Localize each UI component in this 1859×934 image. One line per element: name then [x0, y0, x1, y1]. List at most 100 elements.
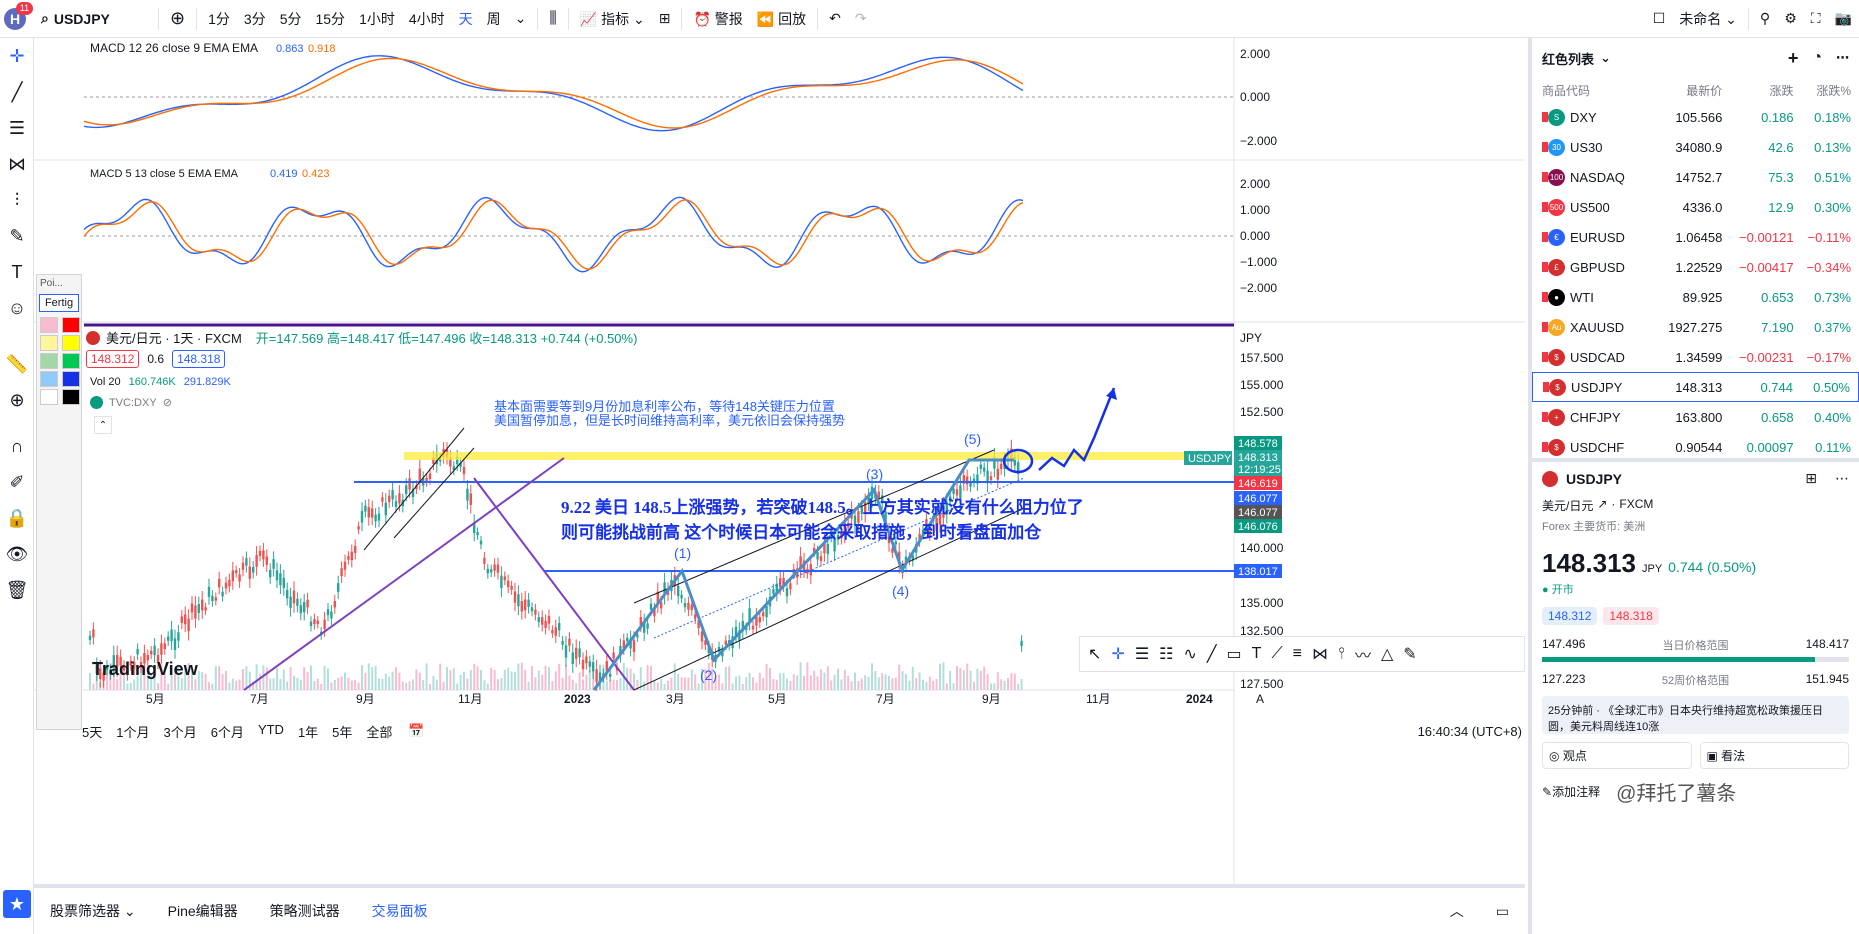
grid-icon[interactable]: ⊞ — [1805, 470, 1817, 486]
tab-trading-panel[interactable]: 交易面板 — [371, 903, 428, 919]
more-icon[interactable]: ⋯ — [1836, 50, 1849, 65]
settings-gear-icon[interactable]: ⚙ — [1784, 10, 1797, 26]
maximize-icon[interactable]: ▭ — [1495, 902, 1509, 919]
minimize-icon[interactable]: ︿ — [1449, 903, 1464, 919]
wave-icon[interactable]: 〰 — [1354, 648, 1371, 665]
undo-icon[interactable]: ↶ — [829, 10, 841, 26]
emoji-icon[interactable]: ☺ — [7, 297, 27, 318]
watchlist-row[interactable]: + CHFJPY 163.800 0.658 0.40% — [1532, 402, 1859, 432]
flag-marker[interactable] — [1542, 142, 1548, 152]
range-0[interactable]: 5天 — [82, 724, 103, 740]
pattern-icon[interactable]: ⋈ — [1312, 646, 1328, 663]
color-swatch[interactable] — [62, 353, 80, 369]
detail-symbol[interactable]: USDJPY — [1566, 470, 1623, 487]
color-swatch[interactable] — [62, 389, 80, 405]
flag-marker[interactable] — [1542, 292, 1548, 302]
crosshair-icon[interactable]: ✛ — [9, 45, 25, 66]
color-swatch[interactable] — [40, 335, 58, 351]
col-change-pct[interactable]: 涨跌% — [1816, 83, 1851, 98]
interval-4[interactable]: 1小时 — [359, 10, 395, 27]
interval-0[interactable]: 1分 — [208, 10, 230, 27]
interval-7[interactable]: 周 — [486, 10, 501, 27]
flag-marker[interactable] — [1542, 352, 1548, 362]
tab-strategy-tester[interactable]: 策略测试器 — [269, 903, 340, 919]
trash-icon[interactable]: 🗑 — [5, 579, 29, 600]
quick-search-icon[interactable]: ⚲ — [1759, 10, 1771, 26]
time-axis[interactable]: 5月 7月 9月 11月 2023 3月 5月 7月 9月 11月 2024 — [146, 692, 1213, 706]
projection-arrow[interactable] — [1038, 387, 1116, 471]
layout-menu[interactable]: 未命名 ⌄ — [1679, 10, 1737, 27]
flag-marker[interactable] — [1542, 442, 1548, 452]
series-legend[interactable]: 美元/日元 · 1天 · FXCM 开=147.569 高=148.417 低=… — [86, 328, 637, 347]
replay-button[interactable]: ⏪ 回放 — [750, 9, 813, 29]
bid-button[interactable]: 148.312 — [86, 350, 140, 368]
lines-icon[interactable]: ☰ — [1134, 646, 1150, 663]
ask-button[interactable]: 148.318 — [172, 350, 226, 368]
redo-icon[interactable]: ↷ — [854, 10, 867, 26]
range-1[interactable]: 1个月 — [116, 724, 150, 740]
candle-type-icon[interactable]: ⫼ — [549, 9, 557, 27]
horizontal-lines-icon[interactable]: ☰ — [8, 117, 26, 138]
flag-marker[interactable] — [1542, 322, 1548, 332]
zoom-icon[interactable]: ⊕ — [9, 389, 25, 410]
pattern-icon[interactable]: ⋈ — [8, 153, 26, 174]
fork-icon[interactable]: ⫯ — [1338, 645, 1345, 662]
watchlist-header[interactable]: 红色列表 ⌄ + ◔ ⋯ — [1532, 38, 1859, 78]
range-5[interactable]: 1年 — [297, 724, 319, 740]
ideas-tab[interactable]: ◎ 观点 — [1542, 742, 1692, 769]
volume-legend[interactable]: Vol 20 160.746K 291.829K — [90, 376, 231, 388]
chart-canvas[interactable]: (1) (2) (3) (4) (5) MACD 12 26 close 9 E… — [34, 38, 1525, 884]
range-4[interactable]: YTD — [257, 721, 284, 737]
news-item[interactable]: 25分钟前 · 《全球汇市》日本央行维持超宽松政策援压日圆，美元料周线连10涨 — [1542, 696, 1849, 734]
elliott-wave[interactable] — [592, 458, 1014, 691]
color-swatch[interactable] — [62, 335, 80, 351]
cursor-icon[interactable]: ↖ — [1088, 646, 1102, 663]
path-icon[interactable]: ∿ — [1183, 646, 1197, 663]
text-icon[interactable]: T — [11, 261, 23, 282]
hidden-eye-icon[interactable]: ⊘ — [162, 397, 172, 409]
collapse-legend-icon[interactable]: ⌃ — [94, 416, 112, 434]
col-last[interactable]: 最新价 — [1686, 83, 1723, 98]
chart-area[interactable]: (1) (2) (3) (4) (5) MACD 12 26 close 9 E… — [34, 38, 1525, 884]
watchlist-row[interactable]: $ USDJPY 148.313 0.744 0.50% — [1532, 372, 1859, 402]
flag-marker[interactable] — [1542, 412, 1548, 422]
watchlist-row[interactable]: Au XAUUSD 1927.275 7.190 0.37% — [1532, 312, 1859, 342]
line-icon[interactable]: ╱ — [1206, 646, 1217, 663]
channel-mid-line[interactable] — [653, 477, 1025, 639]
alert-button[interactable]: ⏰ 警报 — [686, 9, 749, 29]
channel-line[interactable] — [393, 447, 475, 539]
ray-icon[interactable]: ⟋ — [1271, 645, 1283, 662]
indicators-button[interactable]: 📈 指标 ⌄ — [579, 10, 645, 27]
flag-marker[interactable] — [1542, 232, 1548, 242]
star-icon[interactable]: ★ — [3, 890, 31, 918]
add-note-row[interactable]: ✎ 添加注释 @拜托了薯条 — [1542, 777, 1849, 806]
interval-3[interactable]: 15分 — [315, 10, 346, 27]
watchlist-row[interactable]: $ USDCHF 0.90544 0.00097 0.11% — [1532, 432, 1859, 458]
clock[interactable]: 16:40:34 (UTC+8) — [1417, 723, 1522, 739]
watchlist-row[interactable]: 500 US500 4336.0 12.9 0.30% — [1532, 192, 1859, 222]
interval-1[interactable]: 3分 — [243, 10, 266, 27]
analysis-line-2[interactable]: 则可能挑战前高 这个时候日本可能会采取措施，到时看盘面加仓 — [561, 522, 1042, 542]
watchlist-row[interactable]: $ USDCAD 1.34599 −0.00231 −0.17% — [1532, 342, 1859, 372]
flag-marker[interactable] — [1542, 172, 1548, 182]
tab-stock-screener[interactable]: 股票筛选器 ⌄ — [50, 903, 136, 919]
interval-5[interactable]: 4小时 — [408, 10, 445, 27]
fullscreen-square-icon[interactable]: ☐ — [1652, 10, 1666, 26]
tab-pine-editor[interactable]: Pine编辑器 — [167, 903, 238, 919]
templates-icon[interactable]: ⊞ — [658, 10, 671, 26]
brush-icon[interactable]: ✎ — [9, 225, 25, 246]
flag-marker[interactable] — [1542, 202, 1548, 212]
purple-trend-line[interactable] — [243, 457, 565, 691]
opinions-tab[interactable]: ▣ 看法 — [1699, 742, 1849, 769]
more-icon[interactable]: ⋯ — [1835, 470, 1849, 486]
auto-scale-button[interactable]: A — [1256, 692, 1264, 706]
external-link-icon[interactable]: ↗ — [1597, 497, 1608, 511]
note-line-1[interactable]: 基本面需要等到9月份加息利率公布，等待148关键压力位置 — [494, 399, 835, 414]
detail-ask[interactable]: 148.318 — [1603, 607, 1659, 625]
eye-icon[interactable]: 👁 — [5, 543, 29, 564]
flag-marker[interactable] — [1543, 382, 1549, 392]
watchlist-title[interactable]: 红色列表 — [1542, 51, 1595, 67]
range-7[interactable]: 全部 — [366, 724, 393, 740]
detail-bid[interactable]: 148.312 — [1542, 607, 1598, 625]
interval-2[interactable]: 5分 — [279, 10, 302, 27]
